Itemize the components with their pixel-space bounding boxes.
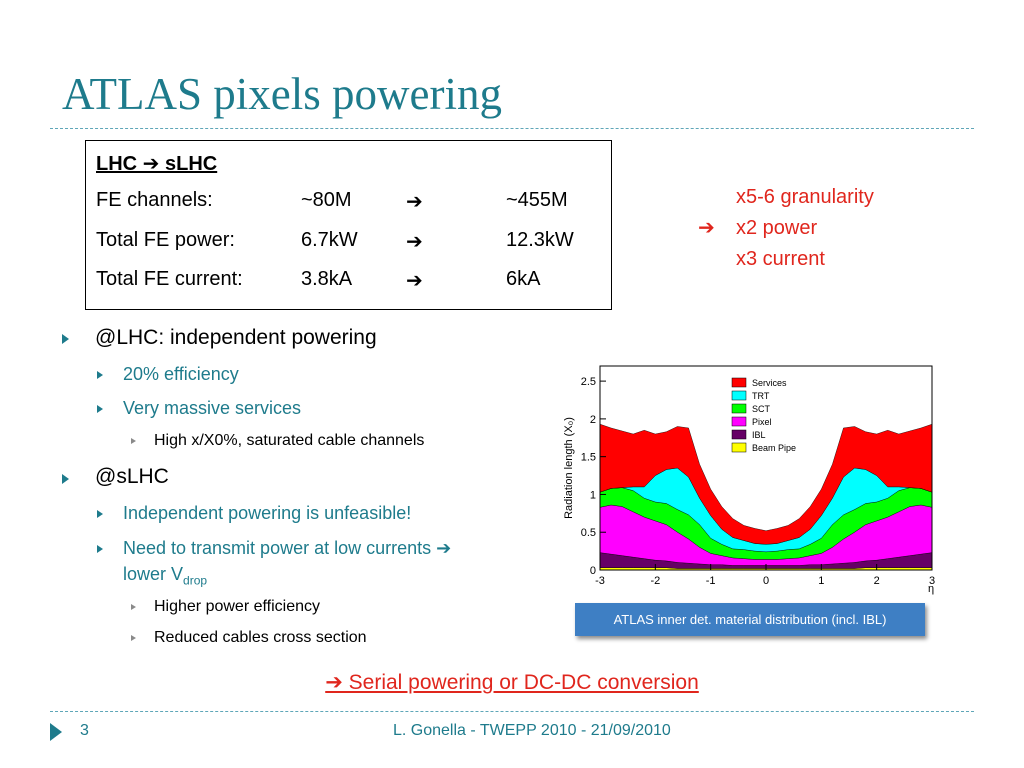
y-tick-label: 1: [590, 489, 596, 501]
x-tick-label: -3: [595, 575, 605, 587]
x-tick-label: 3: [929, 575, 935, 587]
x-tick-label: -1: [706, 575, 716, 587]
bullet-slhc-unfeasible: Independent powering is unfeasible!: [123, 503, 412, 523]
footer-divider: [50, 711, 974, 712]
bullet-icon: [97, 371, 103, 379]
bullet-slhc: @sLHC: [95, 465, 169, 488]
bullet-icon: [62, 474, 69, 484]
chart-xlabel: η: [928, 583, 934, 595]
scaling-granularity: x5-6 granularity: [736, 186, 874, 208]
comparison-heading: LHC ➔ sLHC: [96, 153, 218, 175]
legend-label: SCT: [752, 404, 771, 414]
bullet-icon: [97, 405, 103, 413]
figure-caption: ATLAS inner det. material distribution (…: [575, 603, 925, 636]
footer-text: L. Gonella - TWEPP 2010 - 21/09/2010: [393, 722, 671, 739]
material-distribution-chart: Services TRT SCT Pixel IBL Beam Pipe -3 -2 -1 0 1…: [560, 358, 940, 598]
x-tick-label: 0: [763, 575, 769, 587]
chart-ylabel: Radiation length (X₀): [563, 417, 575, 519]
bullet-icon: [97, 510, 103, 518]
row-lhc-value: ~80M: [301, 189, 352, 211]
arrow-icon: ➔: [406, 231, 423, 253]
legend-label: Pixel: [752, 417, 772, 427]
page-number: 3: [80, 722, 89, 739]
x-tick-label: 2: [874, 575, 880, 587]
bullet-slhc-vdrop: lower Vdrop: [123, 564, 207, 588]
bullet-slhc-low-currents: Need to transmit power at low currents ➔: [123, 538, 452, 558]
bullet-icon: [97, 545, 103, 553]
bullet-lhc: @LHC: independent powering: [95, 326, 377, 349]
bullet-lhc-efficiency: 20% efficiency: [123, 364, 239, 384]
legend-label: TRT: [752, 391, 770, 401]
conclusion-text: ➔ Serial powering or DC-DC conversion: [325, 671, 699, 694]
row-label: Total FE power:: [96, 229, 235, 251]
arrow-icon: ➔: [698, 217, 715, 239]
y-tick-label: 2: [590, 414, 596, 426]
bullet-lhc-services: Very massive services: [123, 398, 302, 418]
arrow-icon: ➔: [406, 191, 423, 213]
y-tick-label: 0: [590, 565, 596, 577]
y-tick-label: 2.5: [581, 376, 596, 388]
bullet-slhc-efficiency: Higher power efficiency: [154, 598, 321, 615]
row-label: Total FE current:: [96, 268, 243, 290]
row-lhc-value: 3.8kA: [301, 268, 353, 290]
bullet-icon: [131, 438, 136, 444]
title-divider: [50, 128, 974, 129]
arrow-icon: ➔: [406, 270, 423, 292]
x-tick-label: -2: [650, 575, 660, 587]
legend-swatch: [731, 377, 747, 388]
legend-swatch: [731, 390, 747, 401]
conclusion: ➔ Serial powering or DC-DC conversion: [0, 670, 1024, 695]
legend-swatch: [731, 403, 747, 414]
bullet-slhc-cables: Reduced cables cross section: [154, 629, 367, 646]
legend-swatch: [731, 429, 747, 440]
comparison-box: LHC ➔ sLHC FE channels: ~80M ➔ ~455M Tot…: [85, 140, 612, 310]
vdrop-subscript: drop: [183, 573, 208, 588]
vdrop-prefix: lower V: [123, 564, 184, 584]
bullet-icon: [131, 635, 136, 641]
row-slhc-value: 6kA: [506, 268, 541, 290]
legend-label: Beam Pipe: [752, 443, 796, 453]
bullet-icon: [62, 334, 69, 344]
legend-swatch: [731, 416, 747, 427]
y-tick-label: 0.5: [581, 527, 596, 539]
bullet-icon: [131, 604, 136, 610]
footer-triangle-icon: [50, 723, 62, 741]
row-slhc-value: ~455M: [506, 189, 568, 211]
row-slhc-value: 12.3kW: [506, 229, 574, 251]
y-tick-label: 1.5: [581, 452, 596, 464]
bullet-lhc-cables: High x/X0%, saturated cable channels: [154, 432, 425, 449]
slide-title: ATLAS pixels powering: [62, 69, 502, 119]
legend-label: IBL: [752, 430, 766, 440]
row-lhc-value: 6.7kW: [301, 229, 358, 251]
x-tick-label: 1: [818, 575, 824, 587]
row-label: FE channels:: [96, 189, 213, 211]
legend-swatch: [731, 442, 747, 453]
scaling-current: x3 current: [736, 248, 825, 270]
legend-label: Services: [752, 378, 787, 388]
scaling-power: x2 power: [736, 217, 818, 239]
